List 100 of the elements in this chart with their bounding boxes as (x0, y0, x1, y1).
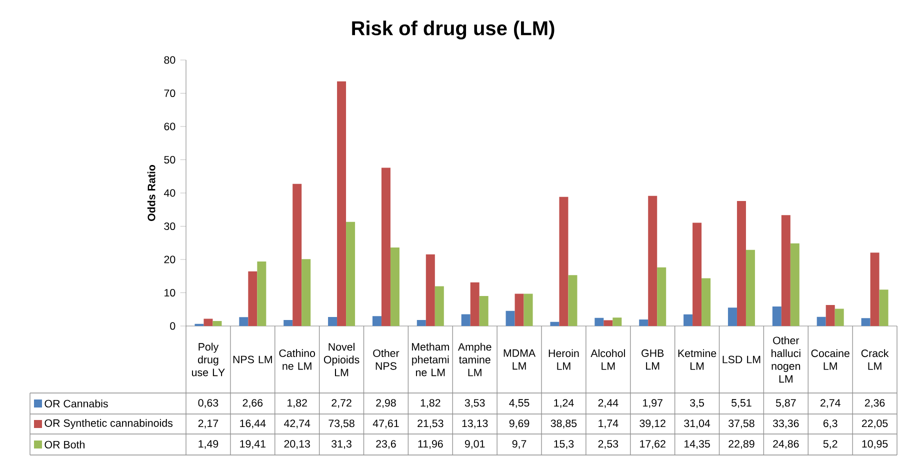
data-label: 22,05 (862, 420, 888, 428)
data-label: 0,63 (198, 399, 218, 408)
y-tick-label: 60 (164, 122, 176, 130)
bar (612, 318, 622, 326)
y-tick-label: 50 (164, 156, 176, 164)
x-tick-label: MDMA LM (504, 349, 536, 370)
data-label: 2,17 (198, 420, 218, 428)
data-label: 1,74 (598, 420, 618, 428)
bar (284, 320, 293, 326)
data-label: 1,82 (420, 399, 440, 408)
bar (381, 168, 390, 326)
legend-label: OR Synthetic cannabinoids (44, 419, 173, 429)
bar (506, 310, 515, 326)
data-label: 2,44 (598, 399, 618, 408)
bar (390, 248, 400, 326)
data-label: 1,82 (288, 399, 307, 408)
bar (870, 252, 880, 326)
data-label: 19,41 (240, 440, 266, 449)
bar (550, 322, 560, 326)
y-tick-label: 40 (164, 189, 176, 197)
x-tick-label: Other hallucinogen LM (772, 336, 800, 383)
data-label: 4,55 (509, 399, 530, 408)
data-label: 1,49 (198, 440, 218, 449)
bar (861, 318, 870, 326)
bar (728, 308, 737, 326)
bar (594, 318, 604, 326)
data-label: 22,89 (728, 440, 754, 449)
data-label: 5,51 (732, 399, 752, 408)
data-label: 11,96 (418, 440, 443, 449)
x-tick-label: Heroin LM (548, 349, 579, 370)
data-label: 21,53 (418, 420, 444, 428)
bar (514, 294, 524, 326)
bar (604, 320, 613, 326)
bar (212, 321, 222, 326)
data-label: 2,98 (376, 399, 396, 408)
bar (702, 278, 711, 326)
data-label: 15,3 (554, 440, 574, 449)
data-label: 47,61 (372, 420, 399, 428)
bar (257, 261, 266, 326)
legend-label: OR Both (44, 440, 84, 448)
bar (461, 314, 470, 326)
bar (434, 286, 444, 326)
bar (479, 296, 488, 326)
x-tick-label: LSD LM (722, 356, 760, 364)
legend-label: OR Cannabis (44, 400, 108, 408)
bar (772, 306, 782, 326)
bar (879, 290, 888, 326)
bar (826, 305, 835, 326)
bar (736, 201, 746, 326)
data-label: 9,69 (509, 420, 530, 428)
y-tick-label: 30 (164, 222, 176, 230)
x-tick-label: Cocaine LM (811, 349, 850, 370)
x-tick-label: Methamphetamine LM (412, 342, 449, 376)
data-label: 3,5 (690, 399, 704, 408)
bar (292, 184, 302, 326)
bar (328, 316, 338, 326)
bar (239, 317, 248, 326)
x-tick-label: GHB LM (642, 349, 664, 370)
bar (692, 222, 702, 326)
data-label: 2,72 (332, 399, 352, 408)
bar (568, 275, 578, 326)
chart-title: Risk of drug use (LM) (352, 20, 554, 40)
bar (834, 308, 844, 326)
x-tick-label: Crack LM (861, 349, 889, 370)
bar (346, 222, 356, 326)
x-tick-label: Amphetamine LM (458, 342, 492, 376)
x-tick-label: Ketmine LM (678, 349, 716, 370)
bar (204, 318, 213, 326)
bar (416, 320, 426, 326)
bar (248, 271, 258, 326)
y-axis-title: Odds Ratio (147, 164, 156, 222)
bar (684, 314, 693, 326)
data-label: 2,53 (598, 440, 618, 449)
data-label: 2,66 (242, 399, 263, 408)
data-label: 3,53 (464, 399, 485, 408)
bar (781, 215, 790, 326)
data-label: 37,58 (728, 420, 754, 428)
data-label: 2,74 (820, 399, 840, 408)
data-label: 20,13 (284, 440, 310, 449)
data-label: 42,74 (284, 420, 310, 428)
bar (657, 267, 666, 326)
data-label: 23,6 (376, 440, 396, 449)
data-label: 31,3 (332, 440, 352, 449)
data-label: 9,01 (464, 440, 485, 449)
x-tick-label: Cathinone LM (279, 349, 316, 370)
data-label: 13,13 (462, 420, 488, 428)
data-label: 5,2 (823, 440, 838, 449)
bar (302, 259, 311, 326)
bar (337, 81, 346, 326)
data-label: 1,97 (643, 399, 662, 408)
data-label: 2,36 (864, 399, 885, 408)
data-label: 9,7 (512, 440, 526, 449)
bar (372, 316, 382, 326)
bar (470, 282, 480, 326)
x-tick-label: Other NPS (373, 349, 400, 370)
y-tick-label: 10 (164, 288, 176, 297)
bar (639, 319, 648, 326)
data-label: 14,35 (684, 440, 710, 449)
data-label: 33,36 (772, 420, 799, 428)
x-tick-label: Polydrug use LY (192, 342, 225, 376)
